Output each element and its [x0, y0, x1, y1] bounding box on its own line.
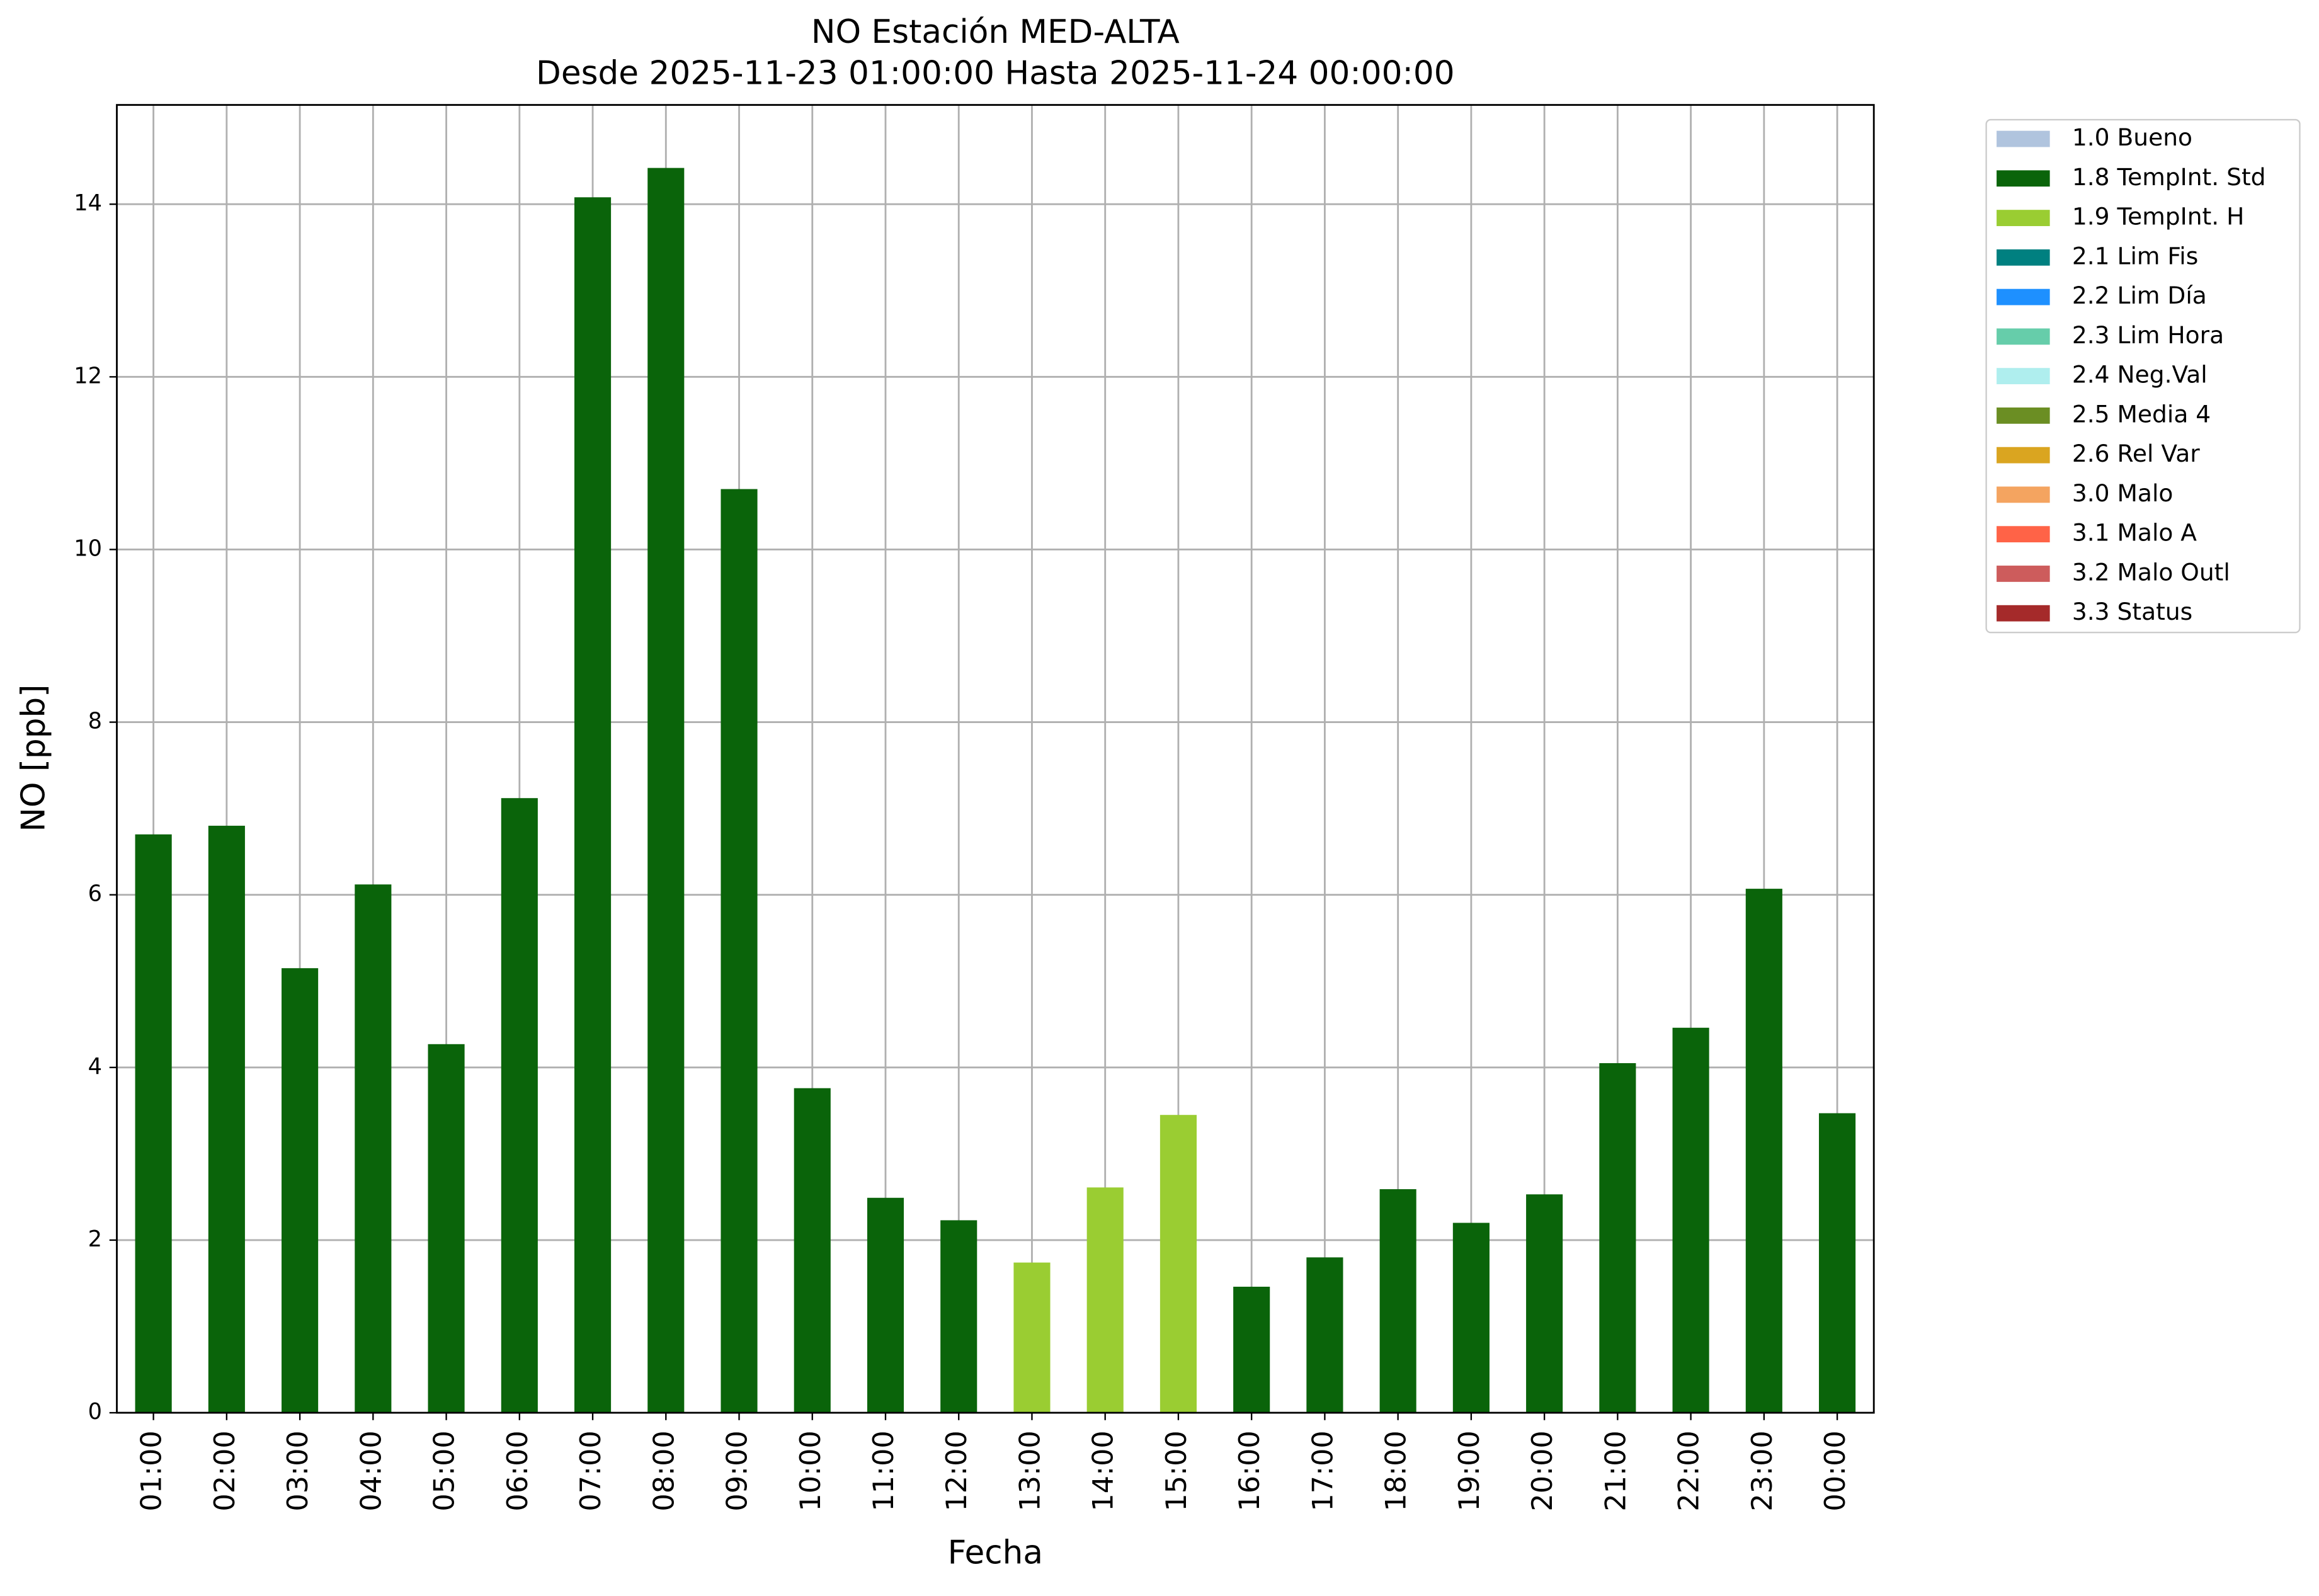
legend-label: 2.1 Lim Fis: [2072, 242, 2198, 270]
bar: [135, 834, 172, 1413]
bar: [794, 1088, 831, 1413]
x-axis-label: Fecha: [948, 1534, 1043, 1571]
y-tick-label: 10: [74, 535, 102, 561]
legend-swatch: [1997, 249, 2050, 266]
legend-swatch: [1997, 407, 2050, 424]
x-tick-label: 17:00: [1306, 1430, 1339, 1511]
bar: [428, 1044, 465, 1413]
x-tick-label: 00:00: [1819, 1430, 1852, 1511]
legend-label: 1.0 Bueno: [2072, 123, 2192, 151]
bar: [355, 884, 392, 1413]
bar: [940, 1220, 977, 1413]
x-tick-label: 03:00: [282, 1430, 314, 1511]
bar: [282, 968, 319, 1413]
x-tick-label: 12:00: [940, 1430, 973, 1511]
bar: [1452, 1223, 1490, 1413]
y-tick-label: 8: [88, 709, 102, 734]
bar: [1526, 1194, 1563, 1413]
bar: [1819, 1113, 1856, 1413]
y-tick-label: 0: [88, 1399, 102, 1425]
legend-swatch: [1997, 447, 2050, 464]
legend-swatch: [1997, 605, 2050, 622]
x-tick-label: 08:00: [647, 1430, 680, 1511]
x-tick-label: 23:00: [1746, 1430, 1779, 1511]
legend-swatch: [1997, 368, 2050, 385]
legend-swatch: [1997, 566, 2050, 582]
bar: [1160, 1115, 1197, 1413]
legend-swatch: [1997, 288, 2050, 305]
legend-label: 2.6 Rel Var: [2072, 440, 2200, 467]
x-tick-label: 07:00: [574, 1430, 607, 1511]
x-tick-label: 11:00: [867, 1430, 900, 1511]
legend-label: 2.5 Media 4: [2072, 400, 2211, 428]
y-tick-label: 14: [74, 190, 102, 216]
x-tick-label: 09:00: [721, 1430, 754, 1511]
legend-label: 3.3 Status: [2072, 598, 2192, 625]
x-tick-label: 06:00: [501, 1430, 534, 1511]
legend-label: 2.3 Lim Hora: [2072, 321, 2224, 349]
legend-label: 2.4 Neg.Val: [2072, 361, 2208, 389]
bar: [1745, 889, 1782, 1413]
bar: [1672, 1027, 1709, 1413]
x-tick-label: 13:00: [1013, 1430, 1046, 1511]
x-tick-label: 16:00: [1233, 1430, 1266, 1511]
x-tick-label: 01:00: [135, 1430, 168, 1511]
legend-label: 1.9 TempInt. H: [2072, 203, 2245, 231]
x-tick-label: 10:00: [794, 1430, 827, 1511]
legend-swatch: [1997, 170, 2050, 187]
y-axis-label: NO [ppb]: [14, 685, 52, 832]
bar: [574, 197, 612, 1413]
legend-swatch: [1997, 130, 2050, 147]
bar: [1379, 1189, 1416, 1413]
legend-box: [1985, 118, 2301, 634]
bar: [501, 798, 538, 1413]
y-tick-label: 4: [88, 1054, 102, 1080]
bar: [1086, 1187, 1124, 1413]
y-tick-label: 2: [88, 1226, 102, 1252]
legend-swatch: [1997, 328, 2050, 345]
legend-label: 2.2 Lim Día: [2072, 282, 2207, 309]
legend-swatch: [1997, 486, 2050, 503]
legend-label: 3.2 Malo Outl: [2072, 558, 2230, 586]
chart-title: NO Estación MED-ALTA: [811, 13, 1180, 51]
legend-swatch: [1997, 210, 2050, 226]
bar: [647, 168, 685, 1413]
x-tick-label: 05:00: [428, 1430, 461, 1511]
bar: [721, 489, 758, 1413]
x-tick-label: 19:00: [1453, 1430, 1486, 1511]
y-tick-label: 6: [88, 881, 102, 907]
x-tick-label: 21:00: [1599, 1430, 1632, 1511]
chart-subtitle: Desde 2025-11-23 01:00:00 Hasta 2025-11-…: [536, 55, 1455, 93]
legend-swatch: [1997, 526, 2050, 543]
x-tick-label: 20:00: [1526, 1430, 1559, 1511]
y-tick-label: 12: [74, 363, 102, 389]
bar: [1013, 1262, 1051, 1413]
bar: [208, 826, 245, 1413]
legend-label: 1.8 TempInt. Std: [2072, 163, 2266, 191]
bar: [1233, 1286, 1270, 1413]
bar: [1306, 1257, 1343, 1413]
x-tick-label: 15:00: [1160, 1430, 1193, 1511]
legend-label: 3.1 Malo A: [2072, 519, 2197, 547]
plot-frame: [116, 104, 1875, 1414]
x-tick-label: 22:00: [1673, 1430, 1706, 1511]
legend-label: 3.0 Malo: [2072, 479, 2174, 507]
x-tick-label: 14:00: [1087, 1430, 1120, 1511]
x-tick-label: 18:00: [1380, 1430, 1413, 1511]
x-tick-label: 04:00: [355, 1430, 387, 1511]
x-tick-label: 02:00: [208, 1430, 241, 1511]
bar: [867, 1197, 904, 1413]
bar: [1599, 1063, 1636, 1413]
